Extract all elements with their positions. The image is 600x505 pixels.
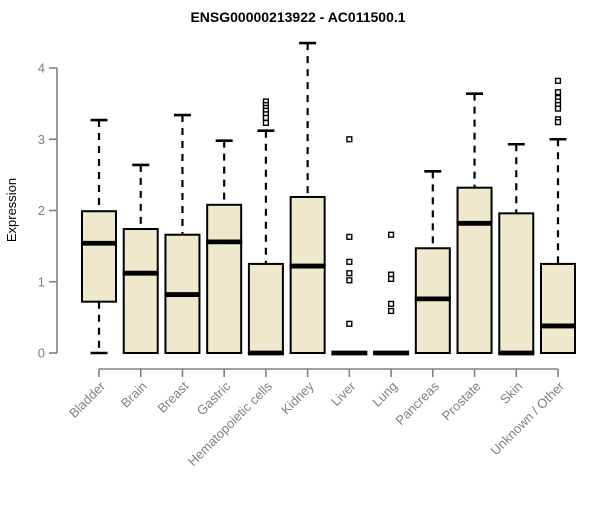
y-tick-label-1: 1: [38, 274, 45, 289]
outlier-point-hematopoietic-cells-6: [262, 119, 270, 126]
x-tick-label-brain: Brain: [118, 379, 150, 411]
box-bladder: [81, 210, 117, 303]
box-brain: [122, 228, 159, 354]
outlier-point-unknown-other-1: [554, 89, 562, 96]
x-tick-label-bladder: Bladder: [66, 378, 109, 421]
x-tick-label-prostate: Prostate: [439, 379, 484, 424]
outlier-point-lung-0: [387, 231, 395, 238]
outlier-point-liver-1: [346, 233, 353, 240]
box-unknown-other: [539, 262, 576, 354]
box-gastric: [206, 203, 243, 354]
outlier-point-liver-4: [346, 277, 353, 284]
x-tick-label-kidney: Kidney: [278, 378, 317, 417]
box-prostate: [456, 186, 493, 354]
x-tick-label-liver: Liver: [328, 378, 359, 409]
outlier-point-liver-3: [346, 270, 353, 277]
outlier-point-liver-0: [346, 136, 353, 143]
x-tick-label-skin: Skin: [497, 379, 525, 407]
x-tick-label-gastric: Gastric: [194, 378, 234, 418]
x-tick-label-unknown-other: Unknown / Other: [488, 378, 568, 458]
outlier-point-hematopoietic-cells-5: [262, 114, 270, 121]
x-tick-label-lung: Lung: [369, 379, 400, 410]
y-tick-label-2: 2: [38, 203, 45, 218]
y-tick-label-0: 0: [38, 346, 45, 361]
outlier-point-liver-5: [346, 320, 353, 327]
outlier-point-lung-3: [387, 300, 395, 307]
box-skin: [498, 212, 535, 354]
box-hematopoietic-cells: [247, 262, 284, 354]
outlier-point-liver-2: [346, 258, 353, 265]
x-tick-label-pancreas: Pancreas: [392, 378, 442, 428]
y-tick-label-3: 3: [38, 132, 45, 147]
outlier-point-unknown-other-7: [554, 119, 562, 126]
outlier-point-lung-4: [387, 307, 395, 315]
box-kidney: [289, 195, 326, 354]
outlier-point-unknown-other-5: [554, 105, 562, 112]
outlier-point-unknown-other-0: [554, 77, 562, 84]
x-tick-label-breast: Breast: [154, 378, 191, 415]
chart-title: ENSG00000213922 - AC011500.1: [190, 9, 405, 25]
y-axis-label: Expression: [4, 178, 19, 242]
outlier-point-lung-2: [387, 275, 395, 283]
y-tick-label-4: 4: [38, 61, 45, 76]
